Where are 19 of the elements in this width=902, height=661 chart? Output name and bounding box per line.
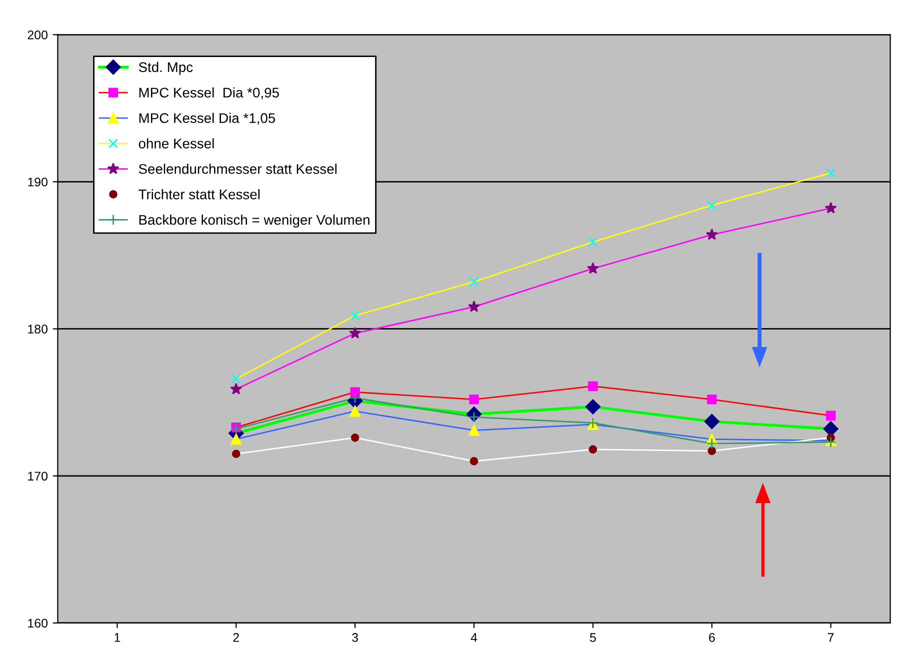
x-tick-label: 6 [709, 633, 715, 642]
legend-label: ohne Kessel [138, 138, 214, 148]
x-tick-label: 5 [590, 633, 596, 642]
legend-label: Seelendurchmesser statt Kessel [138, 164, 336, 174]
x-tick-label: 7 [828, 633, 834, 642]
y-tick-label: 200 [28, 30, 48, 40]
legend-label: Std. Mpc [138, 62, 193, 75]
x-tick-label: 3 [352, 633, 358, 642]
x-tick-label: 2 [233, 633, 239, 642]
y-tick-label: 170 [28, 472, 48, 481]
legend-label: Backbore konisch = weniger Volumen [139, 214, 370, 228]
x-tick-label: 1 [114, 633, 120, 642]
y-tick-label: 180 [28, 324, 48, 334]
y-tick-label: 160 [28, 618, 48, 628]
legend-label: Trichter statt Kessel [138, 189, 260, 200]
y-tick-label: 190 [28, 178, 48, 186]
x-tick-label: 4 [470, 633, 478, 642]
legend-label: MPC Kessel Dia *1,05 [139, 112, 276, 125]
legend-label: MPC Kessel Dia *0,95 [139, 87, 279, 100]
